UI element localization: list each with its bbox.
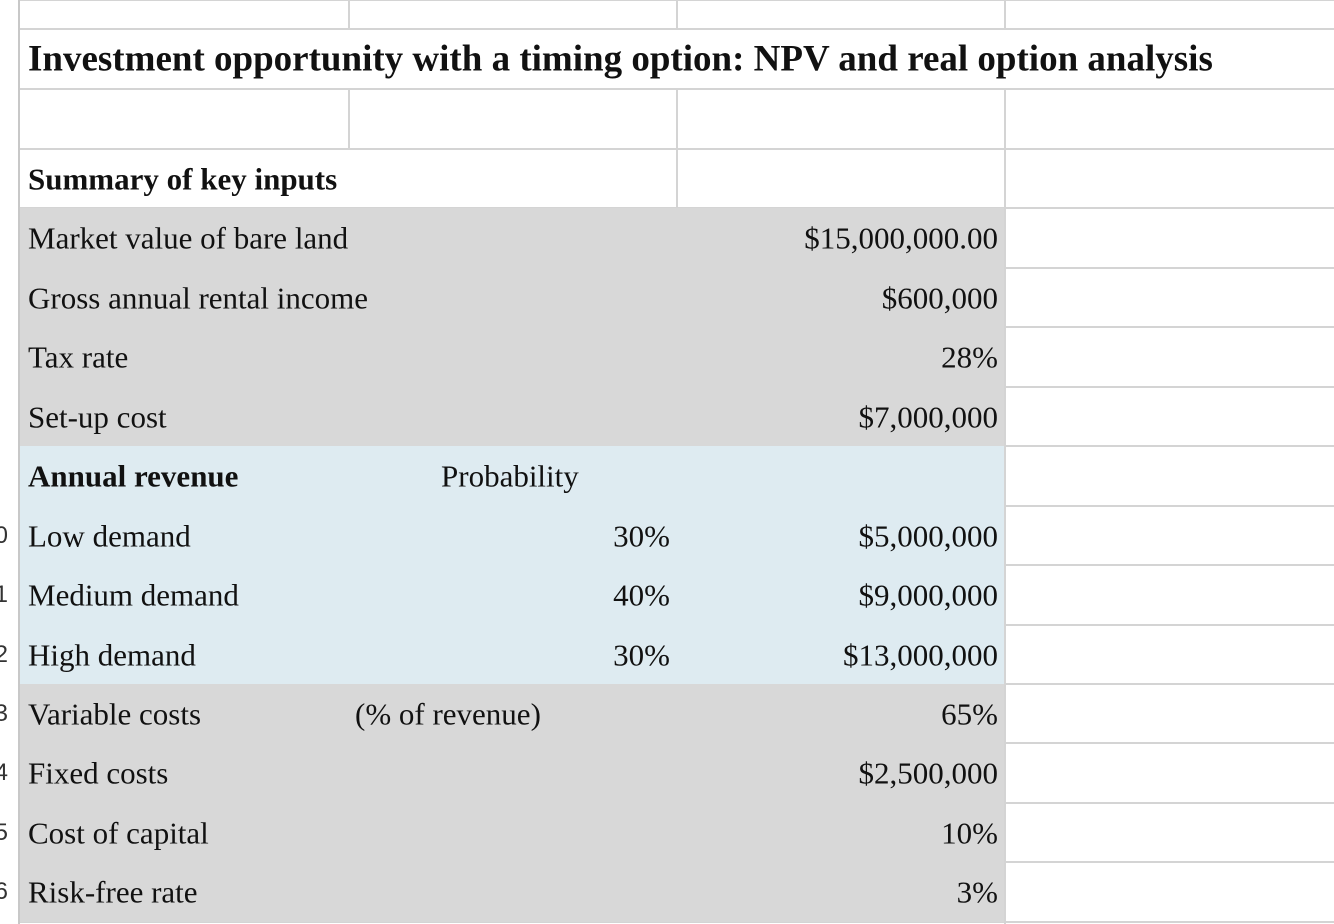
revenue-label: Low demand [28,518,191,553]
grid-line [18,0,20,924]
row-number: 10 [0,521,8,549]
grid-line [1004,89,1006,924]
row-number: 12 [0,640,8,668]
input-label: Gross annual rental income [28,280,369,315]
cost-value: $2,500,000 [858,755,999,791]
grid-line [348,0,350,29]
cost-fill [20,684,1004,922]
grid-line [20,921,1334,923]
cost-value: 10% [941,815,998,850]
probability-value: 40% [613,577,670,613]
revenue-label: Medium demand [28,577,239,613]
cost-label: Variable costs [28,696,202,731]
section-header: Summary of key inputs [28,161,338,196]
revenue-value: $5,000,000 [858,518,999,553]
cost-value: 3% [956,874,998,910]
grid-line [676,89,678,208]
input-fill [20,208,1004,446]
revenue-value: $13,000,000 [843,637,998,672]
cost-label: Risk-free rate [28,874,198,910]
revenue-value: $9,000,000 [858,577,999,613]
input-label: Tax rate [28,339,129,375]
input-label: Market value of bare land [28,220,349,256]
input-value: $600,000 [881,280,998,315]
input-value: $7,000,000 [858,399,999,434]
cost-label: Cost of capital [28,815,209,850]
row-number: 11 [0,581,8,608]
revenue-label: High demand [28,637,196,672]
cost-value: 65% [941,696,998,731]
cost-note: (% of revenue) [355,696,541,731]
row-number: 14 [0,759,8,786]
row-number: 13 [0,699,8,727]
probability-header: Probability [441,458,579,494]
cost-label: Fixed costs [28,755,169,791]
grid-line [1004,0,1006,29]
probability-value: 30% [613,637,670,672]
input-value: 28% [941,339,998,375]
title: Investment opportunity with a timing opt… [28,38,1213,80]
revenue-header: Annual revenue [28,458,239,494]
input-label: Set-up cost [28,399,167,434]
revenue-fill [20,446,1004,684]
row-number: 16 [0,878,8,905]
grid-line [676,0,678,29]
row-number: 15 [0,818,8,846]
probability-value: 30% [613,518,670,553]
grid-line [348,89,350,149]
grid-line [20,28,1334,30]
input-value: $15,000,000.00 [804,220,998,256]
